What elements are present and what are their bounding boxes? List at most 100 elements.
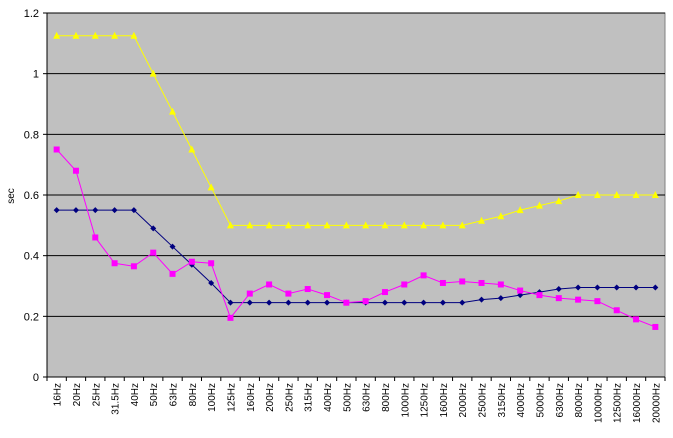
y-tick-label: 0.2: [24, 311, 39, 323]
data-point-square: [92, 234, 99, 241]
data-point-square: [497, 281, 504, 288]
data-point-diamond: [497, 295, 504, 302]
data-point-triangle: [478, 216, 486, 224]
data-point-diamond: [304, 299, 311, 306]
data-point-triangle: [400, 221, 408, 229]
x-tick-label: 6300Hz: [555, 383, 566, 417]
x-tick-label: 2500Hz: [478, 383, 489, 417]
x-tick-label: 315Hz: [304, 383, 315, 412]
data-point-triangle: [323, 221, 331, 229]
x-tick-label: 16Hz: [53, 383, 64, 406]
data-point-square: [420, 272, 427, 279]
data-point-square: [401, 281, 408, 288]
x-tick-label: 160Hz: [246, 383, 257, 412]
x-tick-label: 20000Hz: [651, 383, 662, 423]
data-point-diamond: [169, 243, 176, 250]
data-point-triangle: [593, 191, 601, 198]
data-point-diamond: [517, 292, 524, 299]
x-tick-label: 250Hz: [284, 383, 295, 412]
data-point-diamond: [266, 299, 273, 306]
x-tick-label: 4000Hz: [516, 383, 527, 417]
data-point-diamond: [227, 299, 234, 306]
y-tick-label: 0: [33, 372, 39, 384]
data-point-square: [575, 296, 582, 303]
data-point-square: [266, 281, 273, 288]
series-1: [53, 207, 659, 306]
x-tick-label: 630Hz: [362, 383, 373, 412]
data-point-triangle: [265, 221, 273, 229]
data-point-diamond: [439, 299, 446, 306]
data-point-square: [362, 298, 369, 305]
data-point-diamond: [324, 299, 331, 306]
x-tick-label: 31.5Hz: [111, 383, 122, 415]
data-point-square: [72, 167, 79, 174]
y-tick-label: 0.4: [24, 251, 39, 263]
x-tick-label: 1600Hz: [439, 383, 450, 417]
data-point-diamond: [208, 279, 215, 286]
data-point-triangle: [111, 31, 119, 39]
data-point-square: [439, 279, 446, 286]
data-point-square: [111, 260, 118, 267]
x-tick-label: 500Hz: [342, 383, 353, 412]
y-tick-label: 0.8: [24, 129, 39, 141]
data-point-triangle: [555, 197, 563, 205]
data-point-triangle: [226, 221, 234, 229]
data-point-diamond: [401, 299, 408, 306]
x-tick-label: 25Hz: [91, 383, 102, 406]
data-point-triangle: [651, 191, 659, 198]
x-tick-label: 10000Hz: [593, 383, 604, 423]
data-point-diamond: [92, 207, 99, 214]
x-axis-ticks: 16Hz 20Hz 25Hz 31.5Hz 40Hz 50Hz 63Hz 80Hz 100Hz 1…: [46, 376, 666, 423]
data-point-diamond: [420, 299, 427, 306]
data-point-triangle: [632, 191, 640, 198]
y-tick-label: 0.6: [24, 190, 39, 202]
data-point-square: [652, 323, 659, 330]
data-point-square: [130, 263, 137, 270]
x-tick-label: 3150Hz: [497, 383, 508, 417]
data-point-triangle: [362, 221, 370, 229]
series-2: [53, 146, 659, 330]
data-point-diamond: [285, 299, 292, 306]
series-line: [56, 149, 656, 328]
x-tick-label: 125Hz: [226, 383, 237, 412]
data-point-square: [459, 278, 466, 285]
y-tick-label: 1: [33, 69, 39, 81]
data-point-square: [555, 295, 562, 302]
series-group: [53, 31, 659, 330]
x-tick-label: 200Hz: [265, 383, 276, 412]
data-point-triangle: [613, 191, 621, 198]
series-3: [53, 31, 659, 229]
data-point-triangle: [342, 221, 350, 229]
data-point-diamond: [53, 207, 60, 214]
x-tick-label: 80Hz: [188, 383, 199, 406]
x-tick-label: 800Hz: [381, 383, 392, 412]
x-tick-label: 20Hz: [72, 383, 83, 406]
data-point-triangle: [574, 191, 582, 198]
data-point-diamond: [555, 286, 562, 293]
data-point-triangle: [439, 221, 447, 229]
x-tick-label: 50Hz: [149, 383, 160, 406]
data-point-triangle: [246, 221, 254, 229]
series-line: [56, 209, 656, 304]
data-point-square: [150, 249, 157, 256]
data-point-diamond: [72, 207, 79, 214]
data-point-diamond: [594, 284, 601, 291]
data-point-triangle: [72, 31, 80, 39]
data-point-diamond: [478, 296, 485, 303]
data-point-triangle: [53, 31, 61, 39]
x-tick-label: 63Hz: [169, 383, 180, 406]
data-point-triangle: [497, 212, 505, 220]
data-point-square: [169, 270, 176, 277]
data-point-square: [227, 314, 234, 321]
data-point-square: [613, 307, 620, 314]
data-point-diamond: [652, 284, 659, 291]
data-point-diamond: [633, 284, 640, 291]
data-point-triangle: [304, 221, 312, 229]
data-point-diamond: [575, 284, 582, 291]
x-tick-label: 40Hz: [130, 383, 141, 406]
gridlines: [47, 12, 665, 317]
x-tick-label: 2000Hz: [458, 383, 469, 417]
data-point-triangle: [169, 107, 177, 115]
x-tick-label: 12500Hz: [613, 383, 624, 423]
